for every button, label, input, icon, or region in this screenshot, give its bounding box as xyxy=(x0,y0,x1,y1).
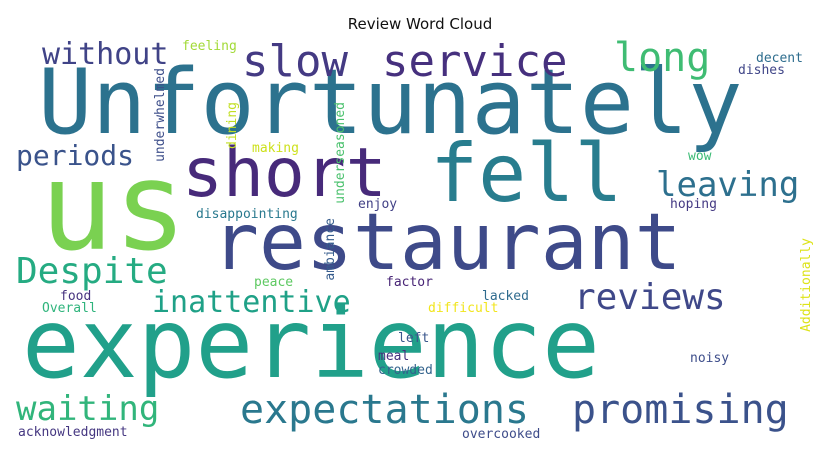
word: restaurant xyxy=(212,198,682,288)
word: meal xyxy=(378,349,410,364)
word: periods xyxy=(16,139,135,172)
word: long xyxy=(614,35,711,81)
word: decent xyxy=(756,51,803,66)
word: difficult xyxy=(428,301,499,316)
word: service xyxy=(382,36,568,87)
word: wow xyxy=(688,149,712,164)
word: inattentive xyxy=(152,285,351,320)
word: leaving xyxy=(656,165,800,205)
word: disappointing xyxy=(196,207,298,222)
word: factor xyxy=(386,275,433,290)
word: peace xyxy=(254,275,294,290)
word: crowded xyxy=(378,363,433,378)
word: Despite xyxy=(16,251,168,292)
word: enjoy xyxy=(358,197,398,212)
word: short xyxy=(182,134,387,213)
word: Additionally xyxy=(799,238,814,332)
word: Unfortunately xyxy=(38,50,743,155)
word: feeling xyxy=(182,39,237,54)
word: lacked xyxy=(482,289,529,304)
word: expectations xyxy=(240,387,529,433)
word: food xyxy=(60,289,92,304)
word: acknowledgment xyxy=(18,425,128,440)
word: underseasoned xyxy=(333,102,348,204)
word: slow xyxy=(242,36,348,87)
word: hoping xyxy=(670,197,717,212)
word: underwhelmed xyxy=(153,68,168,162)
word: promising xyxy=(572,387,789,433)
word: experience xyxy=(22,288,600,400)
word: without xyxy=(42,37,169,72)
word: dishes xyxy=(738,63,785,78)
chart-title: Review Word Cloud xyxy=(347,15,493,33)
word: waiting xyxy=(16,389,160,429)
word: left xyxy=(398,331,430,346)
word: fell xyxy=(430,127,623,220)
word: ambiance xyxy=(323,218,338,281)
word: noisy xyxy=(690,351,730,366)
word: reviews xyxy=(574,277,726,318)
word: making xyxy=(252,141,299,156)
word: Overall xyxy=(42,301,97,316)
word: overcooked xyxy=(462,427,541,442)
word: dining xyxy=(225,102,240,149)
word: us xyxy=(40,136,187,278)
